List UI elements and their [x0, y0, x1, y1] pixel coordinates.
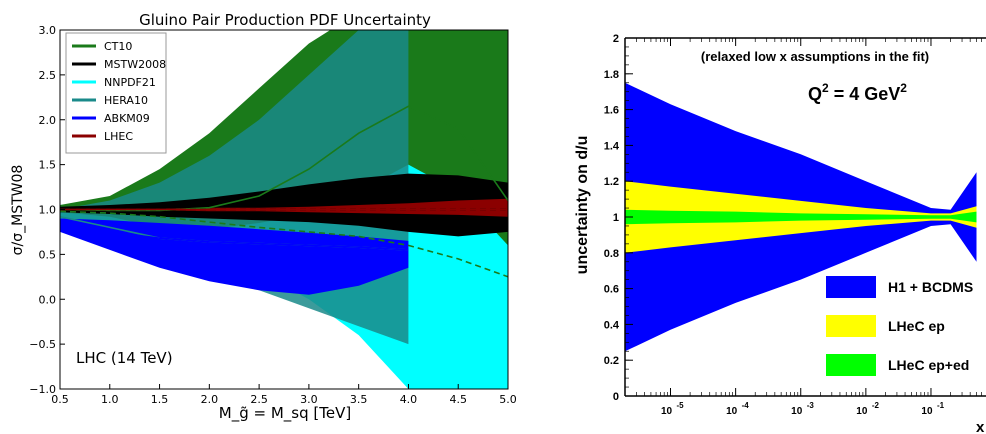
right-chart-panel: 0 0.2 0.4 0.6 0.8 1 1.2 1.4 1.6 1.8 2 10 -5 10 -4 10 -3 1… — [574, 33, 986, 434]
central-line-ct10 — [60, 105, 508, 212]
legend-swatch-h1-bcdms — [826, 276, 876, 298]
left-y-tick-label: −0.5 — [29, 338, 56, 351]
right-y-tick-label: 0.2 — [604, 355, 619, 367]
left-y-axis-label: σ/σ_MSTW08 — [10, 165, 26, 256]
right-y-axis-label: uncertainty on d/u — [574, 136, 591, 275]
band-lhec-ep-ed — [625, 209, 977, 225]
legend-label-h1-bcdms: H1 + BCDMS — [888, 279, 973, 295]
left-x-tick-label: 0.5 — [51, 393, 69, 406]
right-y-tick-label: 1 — [613, 212, 619, 224]
left-chart-title: Gluino Pair Production PDF Uncertainty — [139, 11, 431, 29]
right-x-tick-label: 10 — [791, 406, 803, 417]
legend-swatch-lhec-ep-ed — [826, 354, 876, 376]
left-x-tick-label: 1.5 — [151, 393, 169, 406]
right-annotation: Q2 = 4 GeV2 — [808, 81, 907, 104]
legend-swatch-lhec-ep — [826, 315, 876, 337]
right-y-tick-label: 0 — [613, 391, 619, 403]
right-x-tick-exponent: -3 — [807, 401, 815, 410]
left-x-tick-label: 3.0 — [300, 393, 318, 406]
left-y-tick-label: 3.0 — [39, 24, 57, 37]
legend-label-lhec-ep-ed: LHeC ep+ed — [888, 357, 969, 373]
central-line-abkm09 — [60, 222, 409, 251]
left-x-tick-label: 4.5 — [449, 393, 467, 406]
left-x-tick-label: 1.0 — [101, 393, 119, 406]
right-y-tick-label: 1.4 — [604, 140, 620, 152]
right-x-tick-exponent: -5 — [677, 401, 685, 410]
band-lhec — [60, 198, 508, 217]
left-y-tick-label: 1.5 — [39, 159, 57, 172]
right-x-tick-exponent: -4 — [742, 401, 750, 410]
right-x-tick-exponent: -1 — [937, 401, 945, 410]
right-y-tick-label: 1.6 — [604, 105, 619, 117]
right-x-tick-label: 10 — [921, 406, 933, 417]
left-x-tick-label: 2.0 — [201, 393, 219, 406]
left-x-axis-label: M_g̃ = M_sq [TeV] — [219, 404, 351, 423]
right-x-tick-label: 10 — [726, 406, 738, 417]
legend-label-lhec: LHEC — [104, 130, 133, 143]
left-y-tick-label: 1.0 — [39, 204, 57, 217]
right-x-tick-label: 10 — [856, 406, 868, 417]
left-y-tick-label: 2.5 — [39, 69, 57, 82]
left-legend-box — [65, 32, 167, 154]
legend-label-ct10: CT10 — [104, 40, 132, 53]
right-y-tick-label: 0.6 — [604, 284, 619, 296]
left-x-tick-label: 4.0 — [400, 393, 418, 406]
central-line-nnpdf21 — [60, 210, 508, 278]
right-y-tick-label: 1.2 — [604, 176, 619, 188]
right-y-tick-label: 0.4 — [604, 319, 620, 331]
right-y-tick-label: 2 — [613, 33, 619, 45]
left-x-tick-label: 3.5 — [350, 393, 368, 406]
left-chart-panel: Gluino Pair Production PDF Uncertainty 0… — [10, 11, 517, 423]
left-y-tick-label: 0.5 — [39, 248, 57, 261]
left-legend: CT10 MSTW2008 NNPDF21 HERA10 ABKM09 LHEC — [65, 32, 167, 154]
left-x-tick-label: 2.5 — [250, 393, 268, 406]
legend-label-nnpdf21: NNPDF21 — [104, 76, 156, 89]
legend-label-abkm09: ABKM09 — [104, 112, 150, 125]
legend-label-mstw2008: MSTW2008 — [104, 58, 166, 71]
right-x-tick-label: 10 — [661, 406, 673, 417]
left-y-tick-label: 0.0 — [39, 293, 57, 306]
right-y-tick-label: 0.8 — [604, 248, 619, 260]
right-legend: H1 + BCDMS LHeC ep LHeC ep+ed — [826, 276, 973, 376]
band-abkm09 — [60, 218, 409, 295]
right-x-axis-label: x — [976, 419, 985, 434]
right-x-tick-exponent: -2 — [872, 401, 880, 410]
left-annotation: LHC (14 TeV) — [76, 349, 173, 367]
legend-label-hera10: HERA10 — [104, 94, 148, 107]
left-y-tick-label: 2.0 — [39, 114, 57, 127]
legend-label-lhec-ep: LHeC ep — [888, 318, 945, 334]
left-x-tick-label: 5.0 — [499, 393, 517, 406]
left-y-tick-label: −1.0 — [29, 383, 56, 396]
right-y-tick-label: 1.8 — [604, 69, 619, 81]
band-mstw2008 — [60, 173, 508, 237]
right-chart-title: (relaxed low x assumptions in the fit) — [701, 49, 929, 64]
